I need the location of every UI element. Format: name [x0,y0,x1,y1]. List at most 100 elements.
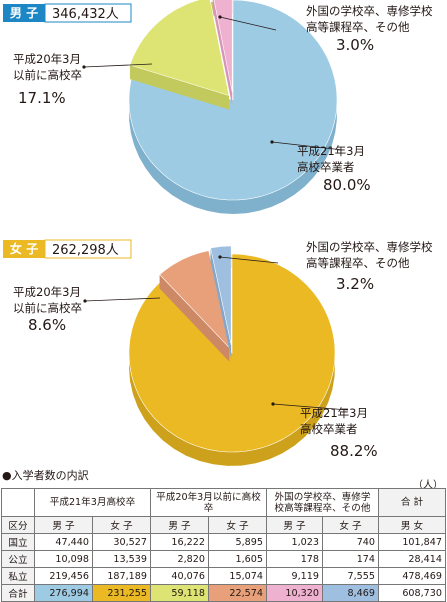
table-sub-header-row: 区分男 子女 子男 子女 子男 子女 子男 女 [1,516,446,534]
unit-label: （人） [413,480,443,491]
leader-dot [270,140,274,144]
slice-label: 外国の学校卒、専修学校 [306,4,433,18]
row-label: 合計 [1,584,35,602]
pie-slice [213,0,233,93]
slice-percent: 17.1% [18,89,66,107]
gender-tag-bg [3,240,45,258]
table-cell: 9,119 [266,567,323,585]
slice-side [129,65,230,110]
slice-label: 高等課程卒、その他 [306,256,410,270]
group-header-total: 合 計 [378,488,446,517]
table-row: 公立 10,098 13,539 2,820 1,605 178 174 28,414 [1,550,446,568]
table-corner-cell [1,488,35,517]
table-row: 国立 47,440 30,527 16,222 5,895 1,023 740 101,847 [1,533,446,551]
table-cell: 1,605 [208,550,267,568]
table-cell: 40,076 [150,567,209,585]
leader-line [83,63,153,68]
leader-line [84,297,161,302]
table-cell: 10,320 [266,584,323,602]
table-cell: 740 [322,533,379,551]
table-cell: 101,847 [378,533,446,551]
sub-header-cell: 男 子 [150,516,209,534]
gender-tag-bg [3,4,45,22]
slice-label: 高校卒業者 [297,160,355,174]
group-header-other: 外国の学校卒、専修学校高等課程卒、その他 [266,488,379,517]
table-caption: ●入学者数の内訳 [2,469,89,482]
group-header-current-grad: 平成21年3月高校卒 [34,488,151,517]
gender-tag: 男 子 [10,6,38,20]
slice-label: 高校卒業者 [300,422,358,436]
slice-percent: 88.2% [330,442,378,460]
sub-header-cell: 男 子 [266,516,323,534]
slice-side [212,0,233,107]
row-label: 公立 [1,550,35,568]
table-cell: 1,023 [266,533,323,551]
leader-dot [83,299,87,303]
pie-slice [129,0,230,96]
slice-label: 平成21年3月 [297,144,365,158]
table-cell: 219,456 [34,567,93,585]
pie-slice [210,245,232,346]
table-cell: 47,440 [34,533,93,551]
leader-dot [82,65,86,69]
leader-line [219,16,277,31]
table-cell: 187,189 [92,567,151,585]
total-count: 262,298人 [52,243,119,258]
leader-line [271,141,344,151]
table-group-header-row: 平成21年3月高校卒 平成20年3月以前に高校卒 外国の学校卒、専修学校高等課程… [1,488,446,517]
table-cell: 8,469 [322,584,379,602]
table-cell: 231,255 [92,584,151,602]
table-row: 合計 276,994 231,255 59,118 22,574 10,320 8,469 6… [1,584,446,602]
table-cell: 276,994 [34,584,93,602]
table-cell: 15,074 [208,567,267,585]
slice-percent: 3.0% [336,36,374,54]
slice-label: 外国の学校卒、専修学校 [306,240,433,254]
leader-line [272,403,349,411]
sub-header-cell: 女 子 [208,516,267,534]
slice-percent: 80.0% [323,176,371,194]
row-label: 国立 [1,533,35,551]
table-cell: 13,539 [92,550,151,568]
slice-percent: 3.2% [336,275,374,293]
table-cell: 22,574 [208,584,267,602]
table-cell: 178 [266,550,323,568]
table-cell: 2,820 [150,550,209,568]
sub-header-cell: 男 子 [34,516,93,534]
table-row: 私立 219,456 187,189 40,076 15,074 9,119 7,555 47… [1,567,446,585]
table-cell: 608,730 [378,584,446,602]
leader-line [219,256,279,264]
total-count: 346,432人 [52,7,119,22]
slice-label: 平成21年3月 [300,406,368,420]
total-box [44,239,132,259]
slice-side [159,274,230,362]
slice-label: 高等課程卒、その他 [306,20,410,34]
slice-label: 以前に高校卒 [13,301,82,315]
table-cell: 28,414 [378,550,446,568]
group-header-earlier-grad: 平成20年3月以前に高校卒 [150,488,267,517]
slice-percent: 8.6% [28,316,66,334]
sub-header-cell: 男 女 [378,516,446,534]
table-cell: 7,555 [322,567,379,585]
slice-label: 平成20年3月 [13,285,81,299]
leader-dot [218,255,222,259]
table-cell: 59,118 [150,584,209,602]
table-cell: 478,469 [378,567,446,585]
slice-label: 以前に高校卒 [13,68,82,82]
table-cell: 5,895 [208,533,267,551]
leader-dot [271,402,275,406]
breakdown-table: 平成21年3月高校卒 平成20年3月以前に高校卒 外国の学校卒、専修学校高等課程… [1,488,446,602]
pie-slice [159,250,230,349]
slice-side [210,248,232,360]
pie-slice [128,0,338,201]
total-box [44,3,132,23]
table-cell: 174 [322,550,379,568]
table-cell: 16,222 [150,533,209,551]
sub-header-cell: 女 子 [322,516,379,534]
sub-header-cell: 女 子 [92,516,151,534]
table-cell: 10,098 [34,550,93,568]
sub-header-category: 区分 [1,516,35,534]
row-label: 私立 [1,567,35,585]
slice-label: 平成20年3月 [13,52,81,66]
leader-dot [218,15,222,19]
